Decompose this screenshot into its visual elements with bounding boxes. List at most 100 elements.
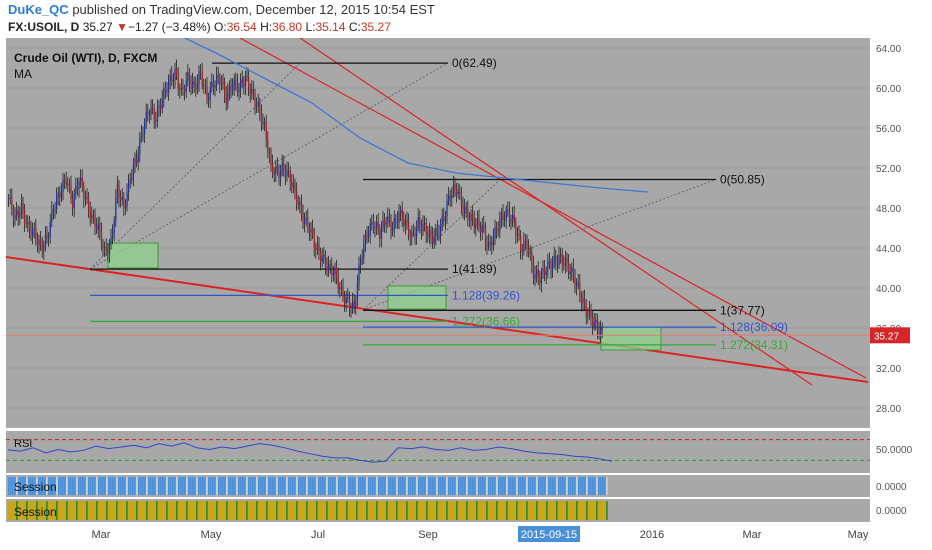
- symbol-label[interactable]: FX:USOIL, D: [8, 20, 80, 34]
- session-bar: [184, 477, 186, 495]
- author-link[interactable]: DuKe_QC: [8, 2, 69, 17]
- rsi-pane[interactable]: [6, 431, 870, 473]
- session-bar: [100, 477, 102, 495]
- session-bar: [144, 477, 146, 495]
- y-tick-label: 52.00: [876, 164, 901, 175]
- time-axis[interactable]: [6, 523, 870, 550]
- session-bar: [598, 501, 600, 520]
- candle-body: [172, 79, 175, 82]
- candle-body: [112, 232, 114, 238]
- session-bar: [264, 501, 266, 520]
- session-bar: [396, 501, 398, 520]
- session-bar: [270, 477, 272, 495]
- session-bar: [306, 477, 308, 495]
- session-bar: [158, 477, 160, 495]
- target-zone-box: [107, 242, 159, 269]
- session-bar: [490, 501, 492, 520]
- session-bar: [192, 501, 194, 520]
- session-bar: [518, 501, 520, 520]
- session-bar: [512, 501, 514, 520]
- session-bar: [158, 501, 160, 520]
- session-bar: [40, 501, 42, 520]
- session-bar: [372, 477, 374, 495]
- candle-body: [275, 166, 277, 174]
- session-bar: [476, 477, 478, 495]
- session-bar: [392, 501, 394, 520]
- session-bar: [462, 477, 464, 495]
- candle-body: [513, 214, 515, 223]
- price-axis[interactable]: [870, 38, 932, 550]
- session-bar: [46, 501, 48, 520]
- session-bar: [282, 477, 284, 495]
- session-bar: [414, 477, 416, 495]
- candle-body: [540, 272, 543, 284]
- session-bar: [92, 477, 94, 495]
- session-bar: [326, 477, 328, 495]
- candle-body: [516, 234, 519, 236]
- session-bar: [118, 501, 120, 520]
- resistance-trendline-1: [299, 38, 813, 386]
- session-bar: [128, 477, 130, 495]
- session-bar: [578, 501, 580, 520]
- candle-body: [56, 196, 58, 210]
- candle-body: [297, 203, 299, 205]
- session-bar: [112, 477, 114, 495]
- session-bar: [112, 501, 114, 520]
- session-bar: [378, 501, 380, 520]
- session-bar: [186, 501, 188, 520]
- session-bar: [86, 501, 88, 520]
- session-bar: [298, 501, 300, 520]
- session-bar: [488, 477, 490, 495]
- candle-body: [500, 212, 503, 220]
- candle-body: [411, 232, 413, 238]
- session-bar: [116, 501, 118, 520]
- session-bar: [518, 477, 520, 495]
- session-bar: [290, 477, 292, 495]
- session-bar: [478, 477, 480, 495]
- candle-body: [496, 227, 498, 231]
- session-bar: [148, 477, 150, 495]
- candle-body: [78, 181, 80, 189]
- candle-body: [224, 82, 226, 94]
- candle-body: [19, 214, 21, 218]
- session-bar: [136, 477, 138, 495]
- session-bar: [172, 501, 174, 520]
- session-bar: [450, 477, 452, 495]
- candle-body: [393, 218, 395, 231]
- session-bar: [268, 477, 270, 495]
- session-bar: [326, 501, 328, 520]
- session-bar: [120, 501, 122, 520]
- candle-body: [88, 197, 90, 210]
- candle-body: [382, 219, 384, 228]
- session-bar: [478, 501, 480, 520]
- session-bar: [560, 501, 562, 520]
- candle-body: [417, 217, 419, 227]
- candle-body: [187, 72, 189, 81]
- candle-body: [368, 234, 370, 237]
- session-bar: [44, 501, 46, 520]
- session-bar: [530, 477, 532, 495]
- candle-body: [16, 210, 18, 216]
- chart-area[interactable]: Crude Oil (WTI), D, FXCM MA 0(62.49) 1(41…: [0, 38, 932, 550]
- candle-body: [81, 177, 83, 187]
- session-bar: [198, 477, 200, 495]
- candle-body: [512, 214, 514, 220]
- candle-body: [33, 227, 35, 230]
- session-bar: [148, 501, 150, 520]
- session-bar: [34, 477, 36, 495]
- session-bar: [572, 501, 574, 520]
- candle-body: [107, 250, 109, 254]
- session-bar: [110, 501, 112, 520]
- session-bar: [596, 501, 598, 520]
- candle-body: [204, 85, 207, 87]
- session-bar: [428, 501, 430, 520]
- candle-body: [323, 254, 325, 257]
- session-bar: [480, 477, 482, 495]
- session-bar: [494, 501, 496, 520]
- candle-body: [100, 231, 103, 247]
- session-bar: [418, 501, 420, 520]
- candle-body: [281, 163, 283, 171]
- session-bar: [184, 501, 186, 520]
- session-bar: [464, 477, 466, 495]
- candle-body: [507, 209, 509, 211]
